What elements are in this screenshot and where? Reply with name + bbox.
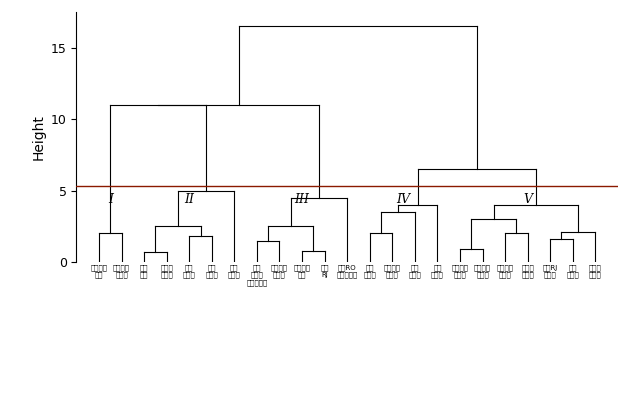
Y-axis label: Height: Height [31,114,45,160]
Text: 경원일번
보리: 경원일번 보리 [90,264,108,278]
Text: 평산
읽시대
백만찰보리: 평산 읽시대 백만찰보리 [247,264,268,286]
Text: 일당
찰보리: 일당 찰보리 [205,264,218,278]
Text: 지흑일번
찰보리: 지흑일번 찰보리 [474,264,491,278]
Text: 쇠일
찰보리: 쇠일 찰보리 [408,264,421,278]
Text: 흑백
단시흑: 흑백 단시흑 [363,264,376,278]
Text: 백세
찰보리: 백세 찰보리 [183,264,196,278]
Text: 조사
RJ: 조사 RJ [320,264,329,278]
Text: V: V [523,193,532,206]
Text: 조사RO
백만찰보리: 조사RO 백만찰보리 [336,264,358,278]
Text: 지흑이
찰보리: 지흑이 찰보리 [521,264,534,278]
Text: 연화RJ
찰보리: 연화RJ 찰보리 [543,264,558,278]
Text: II: II [184,193,194,206]
Text: 일미
찰보리: 일미 찰보리 [228,264,241,278]
Text: 지흑이
찰보리: 지흑이 찰보리 [161,264,173,278]
Text: 필자관흥
찰보리: 필자관흥 찰보리 [497,264,513,278]
Text: 경원지흑
찰보리: 경원지흑 찰보리 [113,264,130,278]
Text: 특수조사
시흑: 특수조사 시흑 [294,264,311,278]
Text: 지흑조사
단시흑: 지흑조사 단시흑 [383,264,401,278]
Text: 지흑백만
찰보리: 지흑백만 찰보리 [452,264,468,278]
Text: 가나
단시흑: 가나 단시흑 [431,264,444,278]
Text: I: I [108,193,113,206]
Text: 쇠일이
찰보리: 쇠일이 찰보리 [589,264,602,278]
Text: III: III [294,193,310,206]
Text: IV: IV [397,193,411,206]
Text: 일미백만
찰보리: 일미백만 찰보리 [271,264,288,278]
Text: 마흑
찰보리: 마흑 찰보리 [566,264,579,278]
Text: 흑찰
빌레: 흑찰 빌레 [140,264,148,278]
